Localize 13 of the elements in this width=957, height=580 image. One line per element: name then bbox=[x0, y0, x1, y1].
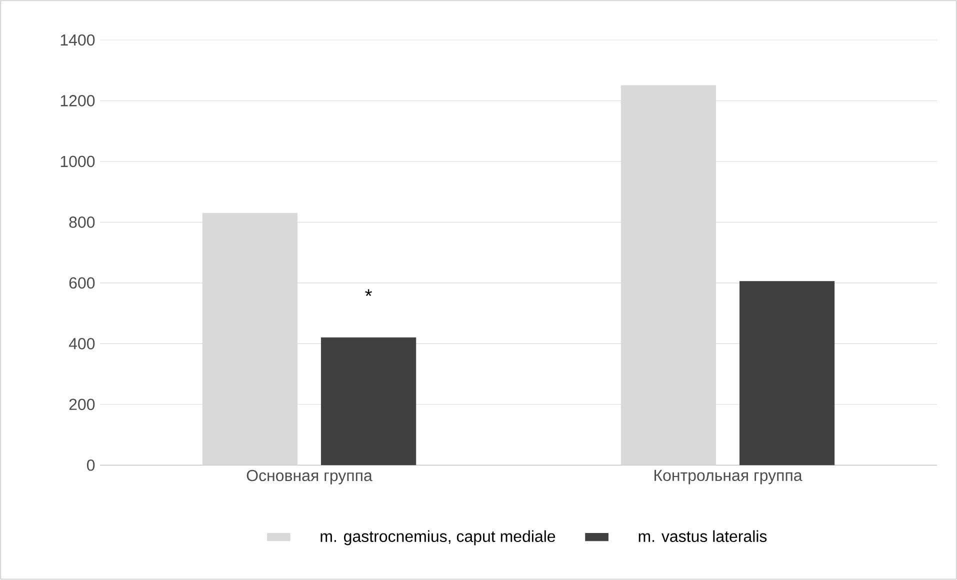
y-tick-label: 200 bbox=[69, 398, 95, 410]
legend-label: m. gastrocnemius, caput mediale bbox=[320, 530, 556, 546]
y-tick-label: 400 bbox=[68, 338, 95, 350]
annotation: * bbox=[365, 289, 372, 296]
x-tick-label: Контрольная группа bbox=[654, 470, 802, 484]
legend-label: m. vastus lateralis bbox=[638, 530, 767, 542]
y-tick-label: 0 bbox=[86, 460, 95, 471]
y-tick-label: 800 bbox=[69, 216, 95, 228]
y-tick-label: 1000 bbox=[60, 156, 95, 168]
y-tick-label: 1200 bbox=[60, 95, 95, 106]
y-tick-label: 600 bbox=[69, 277, 95, 289]
x-tick-label: Основная группа bbox=[246, 470, 372, 484]
y-tick-label: 1400 bbox=[60, 34, 95, 46]
